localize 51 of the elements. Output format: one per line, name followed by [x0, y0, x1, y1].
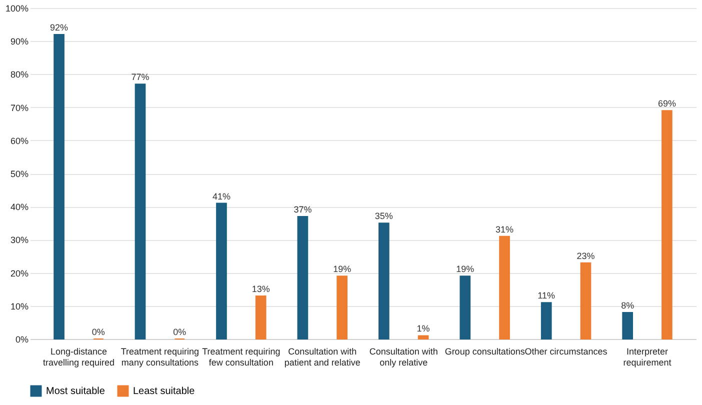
- bar: [54, 34, 64, 340]
- y-tick-label: 30%: [10, 235, 28, 246]
- y-tick-label: 50%: [10, 169, 28, 179]
- data-label: 1%: [416, 324, 430, 334]
- x-tick-label: Group consultations: [444, 346, 526, 356]
- data-label: 92%: [50, 22, 68, 32]
- bar: [418, 335, 429, 340]
- y-tick-label: 60%: [10, 136, 28, 146]
- bar: [216, 202, 227, 340]
- y-tick-label: 90%: [10, 36, 28, 47]
- data-label: 31%: [496, 224, 514, 234]
- legend-label: Most suitable: [46, 386, 106, 397]
- y-tick-label: 0%: [15, 334, 28, 344]
- data-label: 19%: [456, 264, 474, 274]
- bar: [540, 302, 552, 340]
- y-tick-label: 70%: [10, 102, 28, 113]
- x-tick-label: Consultation with only relative: [369, 346, 438, 368]
- data-label: 37%: [294, 204, 312, 215]
- data-label: 35%: [374, 211, 393, 222]
- bar: [580, 262, 592, 340]
- data-label: 0%: [92, 327, 105, 337]
- y-tick-label: 10%: [10, 301, 28, 312]
- data-label: 19%: [333, 264, 352, 274]
- bar: [336, 276, 348, 340]
- x-tick-label: Treatment requiring few consultation: [202, 346, 280, 368]
- y-tick-label: 80%: [10, 70, 28, 80]
- bar: [662, 110, 672, 340]
- bar: [297, 216, 308, 340]
- bar: [255, 295, 266, 340]
- data-label: 23%: [576, 250, 595, 261]
- data-label: 69%: [658, 98, 676, 109]
- data-label: 41%: [212, 191, 230, 202]
- legend-label: Least suitable: [133, 386, 196, 397]
- x-tick-label: Other circumstances: [524, 346, 608, 356]
- y-tick-label: 40%: [10, 202, 28, 212]
- bar: [134, 84, 146, 340]
- data-label: 13%: [252, 284, 270, 294]
- bar: [378, 222, 390, 340]
- y-tick-label: 20%: [10, 268, 28, 278]
- bar: [622, 312, 633, 340]
- x-tick-label: Treatment requiring many consultations: [120, 346, 200, 368]
- bar: [460, 276, 471, 340]
- x-tick-label: Consultation with patient and relative: [284, 346, 360, 368]
- data-label: 11%: [538, 290, 556, 301]
- bar: [499, 236, 510, 340]
- data-label: 0%: [173, 327, 186, 337]
- x-tick-label: Long-distance travelling required: [42, 346, 115, 368]
- data-label: 77%: [131, 72, 150, 82]
- y-tick-label: 100%: [5, 4, 28, 14]
- x-tick-label: Interpreter requirement: [623, 346, 672, 368]
- data-label: 8%: [621, 300, 634, 311]
